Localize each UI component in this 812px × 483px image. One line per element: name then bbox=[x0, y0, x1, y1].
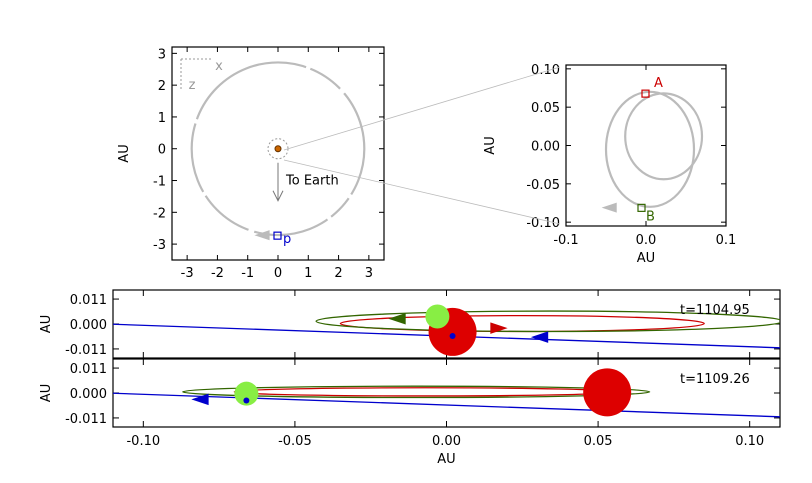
motion-arrow bbox=[490, 322, 508, 334]
body-disc bbox=[425, 304, 450, 329]
x-tick-label: 0.10 bbox=[735, 434, 764, 449]
x-tick-label: 0.1 bbox=[716, 233, 737, 248]
time-label: t=1104.95 bbox=[680, 303, 750, 318]
x-tick-label: 2 bbox=[334, 266, 342, 281]
y-tick-label: 0 bbox=[158, 143, 166, 158]
central-star bbox=[274, 145, 282, 153]
y-tick-label: -2 bbox=[153, 206, 166, 221]
orbit-wide-panel: -3 -2 -1 0 1 2 3 3 2 1 0 -1 -2 -3 AU x z To Earth p bbox=[117, 46, 385, 281]
y-tick-label: 0.011 bbox=[70, 293, 107, 308]
y-tick-label: -0.10 bbox=[526, 216, 560, 231]
y-axis-label: AU bbox=[483, 136, 498, 154]
line-of-sight bbox=[113, 392, 780, 418]
y-tick-label: 0.000 bbox=[70, 387, 107, 402]
x-tick-label: 0.0 bbox=[636, 233, 657, 248]
zoom-connector-top bbox=[283, 66, 561, 151]
source-marker bbox=[449, 333, 456, 340]
motion-arrow bbox=[388, 313, 406, 325]
zoom-connector-bottom bbox=[283, 159, 561, 225]
orbit-ellipse bbox=[233, 387, 617, 397]
body-disc bbox=[583, 368, 632, 417]
y-tick-label: -0.011 bbox=[65, 412, 107, 427]
orbit-gap bbox=[326, 215, 333, 222]
orbit-ellipse bbox=[624, 92, 704, 181]
orbit-gap bbox=[338, 87, 346, 95]
y-tick-label: -3 bbox=[153, 238, 166, 253]
y-tick-label: -0.011 bbox=[65, 343, 107, 358]
y-tick-label: 0.011 bbox=[70, 362, 107, 377]
x-axis-label: AU bbox=[637, 251, 655, 266]
orbit-zoom-panel: -0.1 0.0 0.1 0.10 0.05 0.00 -0.05 -0.10 AU AU A B bbox=[483, 63, 736, 266]
plot-frame bbox=[112, 358, 781, 428]
y-axis-label: AU bbox=[39, 384, 54, 402]
y-tick-label: -0.05 bbox=[526, 178, 560, 193]
y-tick-label: 3 bbox=[158, 47, 166, 62]
y-tick-label: 0.10 bbox=[531, 63, 560, 78]
point-b-label: B bbox=[646, 209, 655, 224]
x-tick-label: -1 bbox=[241, 266, 254, 281]
y-axis-label: AU bbox=[117, 144, 132, 162]
y-tick-label: -1 bbox=[153, 175, 166, 190]
z-direction-label: z bbox=[189, 78, 196, 93]
y-tick-label: 0.000 bbox=[70, 318, 107, 333]
x-axis-label: AU bbox=[437, 452, 455, 467]
source-marker bbox=[243, 397, 250, 404]
point-b-marker bbox=[637, 203, 646, 212]
plot-frame bbox=[171, 46, 385, 261]
y-tick-label: 0.00 bbox=[531, 140, 560, 155]
point-p-label: p bbox=[283, 232, 291, 247]
x-tick-label: 0.00 bbox=[432, 434, 461, 449]
motion-arrow bbox=[530, 331, 549, 343]
to-earth-label: To Earth bbox=[285, 174, 339, 189]
point-a-marker bbox=[641, 89, 650, 98]
plot-area bbox=[113, 368, 780, 418]
x-tick-label: 0.05 bbox=[584, 434, 613, 449]
orbit-circle bbox=[190, 61, 366, 237]
x-tick-label: -0.10 bbox=[126, 434, 160, 449]
time-label: t=1109.26 bbox=[680, 372, 750, 387]
orbit-ellipse bbox=[182, 385, 651, 399]
timeline-panel-2: 0.011 0.000 -0.011 -0.10 -0.05 0.00 0.05 0.10 AU… bbox=[39, 358, 781, 467]
y-tick-label: 1 bbox=[158, 111, 166, 126]
x-tick-label: -0.05 bbox=[278, 434, 312, 449]
orbit-gap bbox=[305, 65, 312, 71]
zoom-connector-lines bbox=[283, 66, 561, 225]
orbit-direction-arrow bbox=[601, 202, 617, 213]
orbit-gap bbox=[193, 118, 199, 125]
y-tick-label: 2 bbox=[158, 79, 166, 94]
orbit-gap bbox=[201, 190, 208, 197]
to-earth-arrow-head bbox=[272, 190, 284, 202]
y-axis-label: AU bbox=[39, 315, 54, 333]
orbit-direction-arrow bbox=[254, 230, 270, 241]
x-tick-label: 0 bbox=[274, 266, 282, 281]
orbit-gap bbox=[347, 193, 353, 200]
x-tick-label: 1 bbox=[304, 266, 312, 281]
timeline-panel-1: 0.011 0.000 -0.011 AU t=1104.95 bbox=[39, 289, 781, 359]
x-tick-label: -0.1 bbox=[553, 233, 578, 248]
motion-arrow bbox=[191, 393, 209, 406]
x-tick-label: 3 bbox=[365, 266, 373, 281]
orbit-gap bbox=[247, 227, 255, 234]
orbit-ellipse bbox=[315, 310, 780, 333]
point-a-label: A bbox=[654, 76, 663, 91]
body-disc bbox=[234, 381, 259, 406]
point-p-marker bbox=[273, 231, 282, 240]
plot-area bbox=[113, 304, 780, 356]
x-tick-label: -3 bbox=[181, 266, 194, 281]
x-direction-label: x bbox=[215, 59, 223, 74]
y-tick-label: 0.05 bbox=[531, 101, 560, 116]
x-tick-label: -2 bbox=[211, 266, 224, 281]
orbit-ellipse bbox=[604, 90, 696, 208]
